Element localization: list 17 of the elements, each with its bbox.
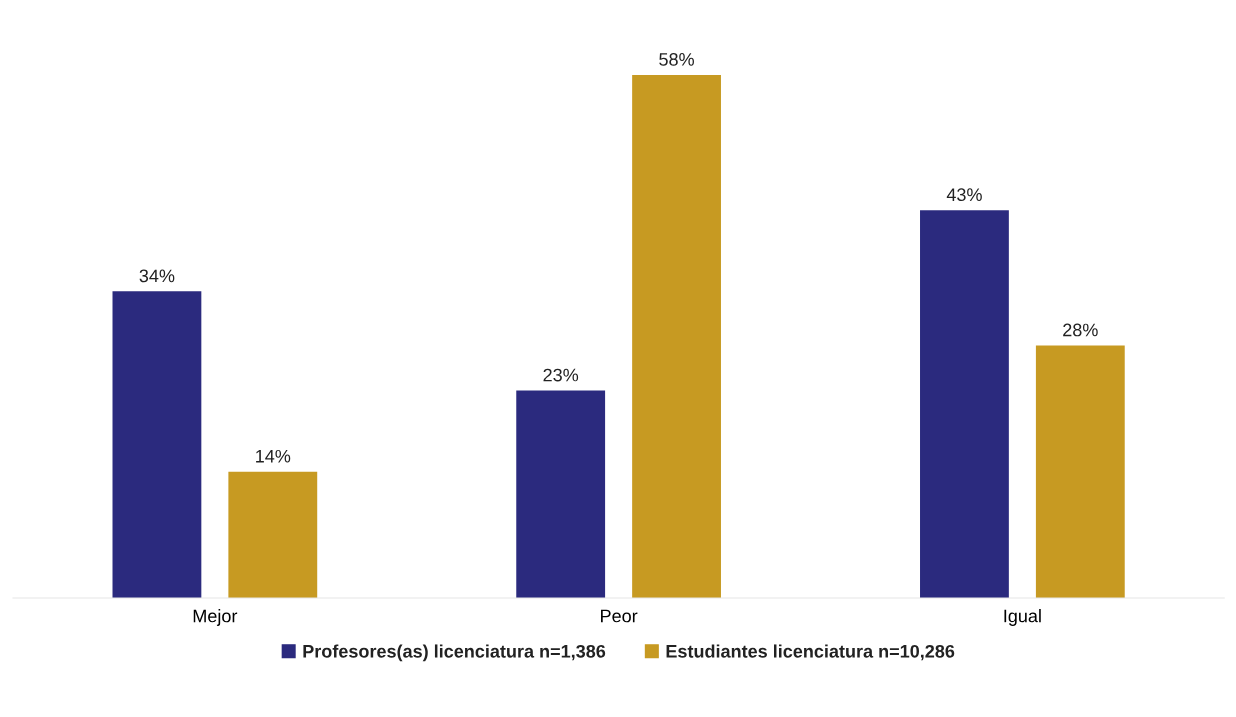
bar bbox=[516, 390, 606, 598]
bar bbox=[920, 210, 1009, 598]
data-label: 34% bbox=[139, 269, 175, 283]
data-label: 14% bbox=[256, 449, 291, 463]
x-tick-label: Mejor bbox=[193, 609, 238, 626]
bar bbox=[228, 471, 318, 598]
legend-label: Profesores(as) licenciatura n=1,386 bbox=[303, 644, 606, 662]
legend-label: Estudiantes licenciatura n=10,286 bbox=[666, 644, 955, 661]
x-tick-label: Peor bbox=[601, 609, 638, 623]
bar bbox=[112, 291, 202, 598]
data-label: 28% bbox=[1063, 323, 1098, 337]
data-label: 23% bbox=[543, 368, 579, 382]
x-tick-label: Igual bbox=[1004, 609, 1041, 626]
data-label: 58% bbox=[659, 53, 694, 66]
bar bbox=[632, 74, 721, 598]
bar bbox=[1035, 345, 1125, 598]
data-label: 43% bbox=[946, 188, 982, 202]
